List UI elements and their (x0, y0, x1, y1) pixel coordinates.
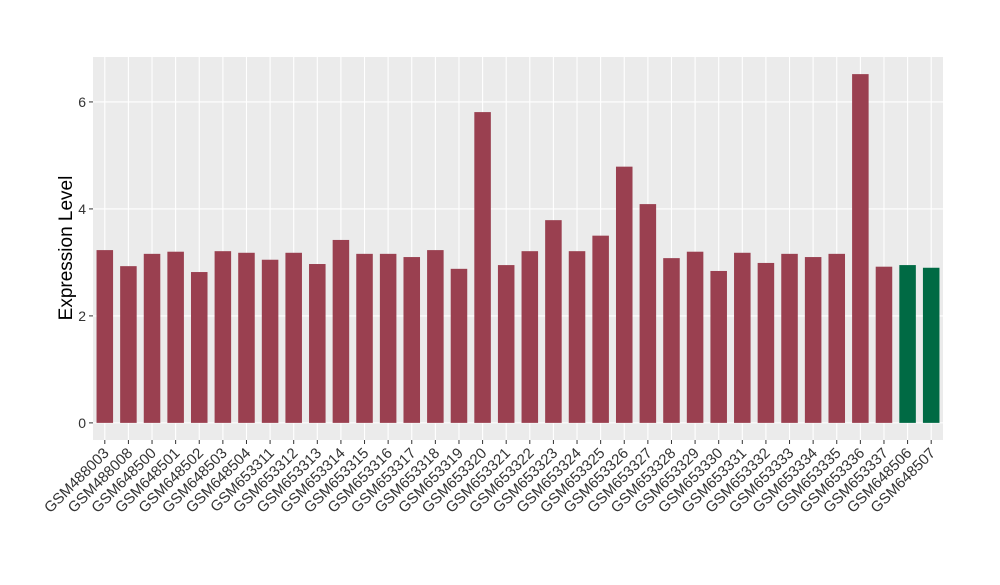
bar (639, 204, 657, 423)
bar (922, 267, 940, 423)
bar (592, 235, 609, 423)
bar (285, 252, 302, 423)
y-tick-label: 2 (78, 308, 86, 324)
bar (120, 266, 137, 423)
y-tick-label: 0 (78, 415, 86, 431)
bar (568, 251, 586, 423)
bar (521, 251, 539, 423)
bar (356, 253, 373, 423)
bar (615, 166, 633, 423)
bar (190, 272, 208, 423)
bar (261, 259, 279, 423)
bar (309, 264, 326, 423)
y-tick-label: 6 (78, 94, 86, 110)
bar (757, 262, 775, 423)
bar (167, 251, 184, 423)
bar (214, 251, 232, 423)
bar (379, 253, 397, 423)
bar (427, 250, 444, 423)
bar (545, 220, 562, 423)
y-axis-title: Expression Level (56, 176, 77, 321)
bar (686, 251, 704, 423)
bar (403, 257, 421, 423)
bar (828, 253, 846, 423)
bar (663, 258, 680, 423)
y-tick-label: 4 (78, 201, 86, 217)
bar (332, 239, 350, 423)
panel (93, 57, 943, 440)
bar (804, 257, 822, 423)
bar (710, 270, 727, 423)
bar (474, 112, 491, 423)
bar (852, 74, 869, 423)
bar (497, 265, 515, 423)
bar (96, 250, 114, 423)
bar (143, 253, 161, 423)
bar (899, 265, 916, 423)
bar (734, 252, 751, 423)
bar (450, 268, 468, 423)
bar (238, 252, 255, 423)
bar (781, 253, 798, 423)
bar (875, 266, 893, 423)
